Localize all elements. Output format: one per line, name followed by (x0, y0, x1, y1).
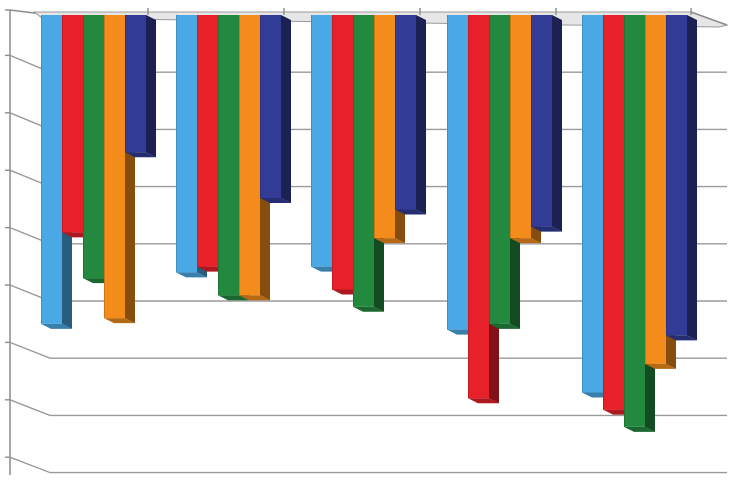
bar-front (197, 15, 218, 267)
bar-front (104, 15, 125, 319)
bar-cap (489, 323, 520, 329)
bar-front (332, 15, 353, 290)
bar-front (645, 15, 666, 364)
bar-front (239, 15, 260, 296)
bar-side (687, 15, 697, 341)
bar-cap (218, 295, 249, 301)
bar-cap (353, 306, 384, 312)
bar-front (510, 15, 531, 239)
bar-cap (531, 226, 562, 232)
bar-front (666, 15, 687, 336)
bar-front (353, 15, 374, 307)
bar-side (416, 15, 426, 215)
bar-front (447, 15, 468, 330)
bar-front (41, 15, 62, 324)
bar-cap (645, 363, 676, 369)
bar-cap (510, 238, 541, 244)
bar-front (624, 15, 645, 427)
bar (260, 15, 291, 204)
bar-front (218, 15, 239, 296)
bar-series (41, 15, 697, 432)
bar-front (125, 15, 146, 153)
bar-cap (374, 238, 405, 244)
gridline (9, 456, 727, 474)
bar (531, 15, 562, 232)
bar-cap (41, 323, 72, 329)
bar-cap (260, 198, 291, 204)
bar-cap (468, 398, 499, 404)
bar-cap (176, 272, 207, 278)
bar-front (489, 15, 510, 324)
bar-front (468, 15, 489, 399)
bar-side (281, 15, 291, 204)
bar (666, 15, 697, 341)
bar-front (582, 15, 603, 393)
bar-front (531, 15, 552, 227)
bar (125, 15, 156, 158)
bar-front (311, 15, 332, 267)
bar-cap (239, 295, 270, 301)
bar-front (260, 15, 281, 199)
bar-front (603, 15, 624, 410)
bar-front (395, 15, 416, 210)
bar-side (146, 15, 156, 158)
bar-cap (395, 209, 426, 215)
bar-cap (624, 426, 655, 432)
floor-right-edge (690, 11, 728, 26)
bar (395, 15, 426, 215)
bar-cap (104, 318, 135, 324)
bar-cap (666, 335, 697, 341)
bar-front (176, 15, 197, 273)
gridline (9, 399, 727, 417)
bar-front (83, 15, 104, 279)
bar-front (62, 15, 83, 233)
bar-cap (125, 152, 156, 158)
bar-side (552, 15, 562, 232)
gridline (9, 341, 727, 359)
bar-front (374, 15, 395, 239)
